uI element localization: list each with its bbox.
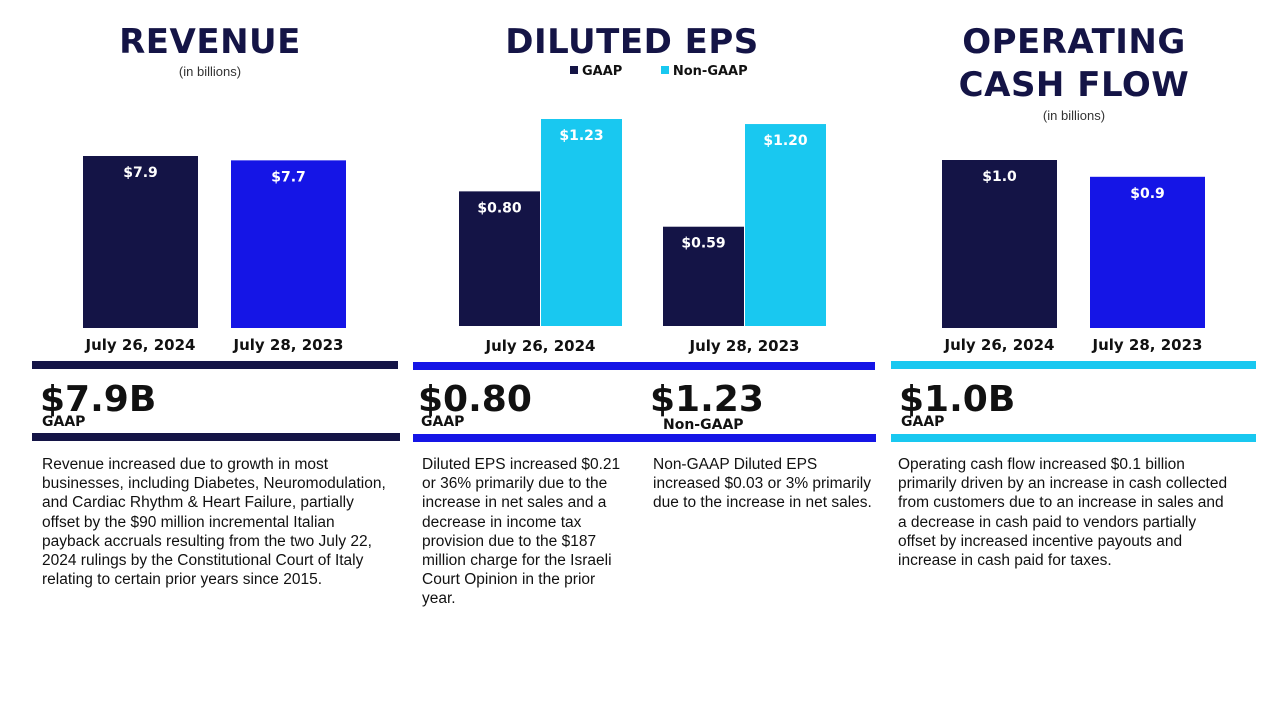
revenue-bar-1 xyxy=(231,160,346,328)
eps-chart: $0.80 $1.23 July 26, 2024 $0.59 $1.20 July 28… xyxy=(459,119,826,355)
eps-category-label-0: July 26, 2024 xyxy=(485,337,596,355)
revenue-bar-0 xyxy=(83,156,198,328)
legend-nongaap-swatch xyxy=(660,66,669,74)
eps-data-label-gaap-0: $0.80 xyxy=(477,200,522,216)
eps-data-label-nongaap-1: $1.20 xyxy=(763,133,808,149)
eps-nongaap-description: Non-GAAP Diluted EPS increased $0.03 or … xyxy=(653,456,872,512)
legend-gaap-swatch xyxy=(570,66,578,74)
eps-gaap-description: Diluted EPS increased $0.21 or 36% prima… xyxy=(422,456,621,608)
revenue-category-label-0: July 26, 2024 xyxy=(85,336,196,354)
ocf-description: Operating cash flow increased $0.1 billi… xyxy=(898,456,1228,570)
ocf-category-label-1: July 28, 2023 xyxy=(1092,336,1203,354)
eps-title: DILUTED EPS xyxy=(505,22,759,62)
eps-category-label-1: July 28, 2023 xyxy=(689,337,800,355)
revenue-chart: $7.9 July 26, 2024 $7.7 July 28, 2023 xyxy=(83,156,346,354)
revenue-title: REVENUE xyxy=(119,22,301,62)
eps-bottom-rule xyxy=(413,434,876,442)
eps-nongaap-basis: Non-GAAP xyxy=(663,417,744,433)
eps-data-label-gaap-1: $0.59 xyxy=(681,236,725,252)
revenue-category-label-1: July 28, 2023 xyxy=(233,336,344,354)
eps-bar-nongaap-0 xyxy=(541,119,622,326)
revenue-data-label-1: $7.7 xyxy=(271,169,306,185)
revenue-data-label-0: $7.9 xyxy=(123,165,158,181)
ocf-bar-1 xyxy=(1090,176,1205,328)
ocf-bottom-rule xyxy=(891,434,1256,442)
legend-nongaap-label: Non-GAAP xyxy=(672,64,748,79)
revenue-top-rule xyxy=(32,361,398,369)
eps-gaap-basis: GAAP xyxy=(421,414,465,430)
revenue-subtitle: (in billions) xyxy=(178,64,242,79)
ocf-chart: $1.0 July 26, 2024 $0.9 July 28, 2023 xyxy=(942,160,1205,354)
legend-gaap: GAAP xyxy=(570,64,622,79)
eps-top-rule xyxy=(413,362,875,370)
ocf-category-label-0: July 26, 2024 xyxy=(944,336,1055,354)
ocf-title-line2: CASH FLOW xyxy=(958,65,1190,105)
ocf-bar-0 xyxy=(942,160,1057,328)
legend-nongaap: Non-GAAP xyxy=(660,64,748,79)
legend-gaap-label: GAAP xyxy=(582,64,623,79)
eps-bar-gaap-0 xyxy=(459,191,540,326)
revenue-basis: GAAP xyxy=(42,414,86,430)
ocf-data-label-0: $1.0 xyxy=(982,169,1017,185)
revenue-headline: $7.9B xyxy=(40,379,157,420)
eps-legend: GAAP Non-GAAP xyxy=(570,64,748,79)
eps-gaap-headline: $0.80 xyxy=(418,379,532,420)
ocf-subtitle: (in billions) xyxy=(1042,108,1106,123)
revenue-description: Revenue increased due to growth in most … xyxy=(42,456,386,589)
ocf-headline: $1.0B xyxy=(899,379,1016,420)
eps-bar-gaap-1 xyxy=(663,226,744,326)
revenue-bottom-rule xyxy=(32,433,400,441)
ocf-title-line1: OPERATING xyxy=(962,22,1186,62)
ocf-basis: GAAP xyxy=(901,414,945,430)
eps-data-label-nongaap-0: $1.23 xyxy=(559,128,603,144)
ocf-data-label-1: $0.9 xyxy=(1130,186,1165,202)
eps-bar-nongaap-1 xyxy=(745,124,826,326)
eps-nongaap-headline: $1.23 xyxy=(650,379,764,420)
ocf-top-rule xyxy=(891,361,1256,369)
